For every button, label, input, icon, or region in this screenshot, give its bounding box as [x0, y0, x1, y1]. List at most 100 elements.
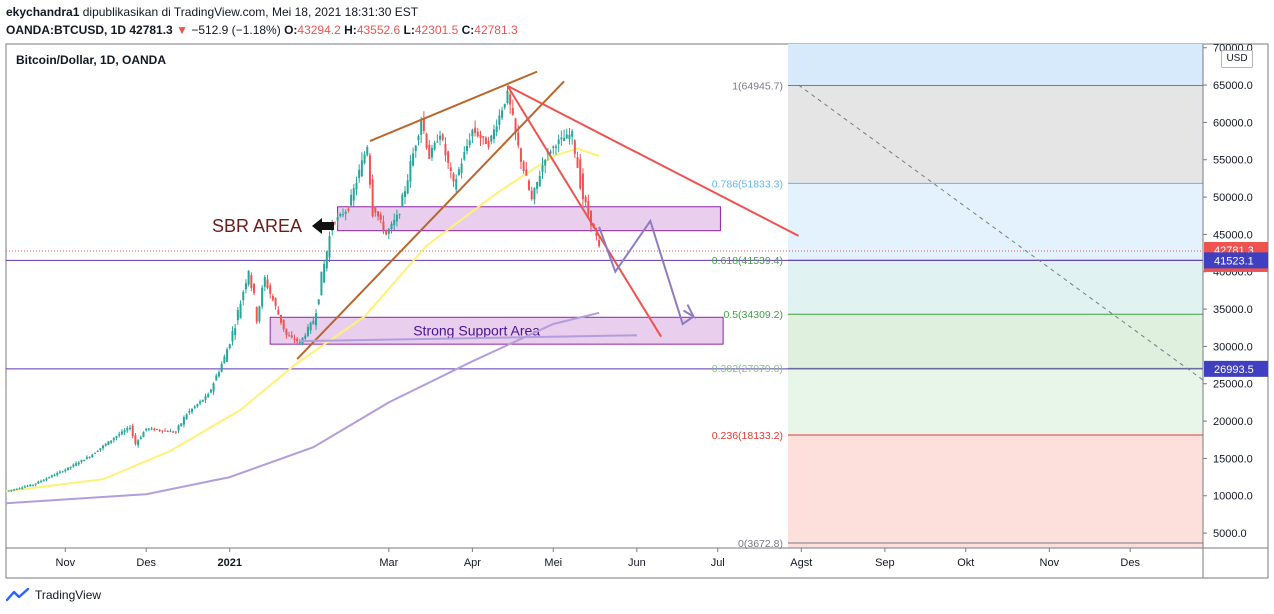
candle-body [482, 136, 485, 138]
candle-body [425, 133, 428, 149]
candle-body [56, 473, 59, 475]
candle-body [430, 147, 433, 158]
candle-body [557, 139, 560, 145]
candle-body [565, 134, 568, 139]
candle-body [579, 159, 582, 189]
candle-body [530, 190, 533, 200]
candle-body [401, 194, 404, 207]
candle-body [34, 483, 37, 485]
author[interactable]: ekychandra1 [6, 5, 80, 19]
candle-body [266, 279, 269, 288]
candle-body [290, 335, 293, 338]
candle-body [449, 167, 452, 171]
candle-body [511, 107, 514, 115]
c-value: 42781.3 [474, 23, 518, 37]
fib-fill [788, 314, 1203, 369]
time-tick-label: Sep [875, 557, 895, 569]
moving-average-line [5, 147, 600, 493]
currency-button[interactable]: USD [1221, 50, 1253, 68]
candle-body [40, 480, 43, 482]
fib-label: 0.786(51833.3) [712, 178, 783, 190]
candle-body [7, 490, 10, 492]
symbol: OANDA:BTCUSD, 1D [6, 23, 126, 37]
candle-body [466, 145, 469, 152]
candle-body [172, 431, 175, 433]
candle-body [479, 134, 482, 138]
candle-body [358, 169, 361, 179]
brand-name[interactable]: TradingView [35, 588, 102, 602]
candle-body [360, 160, 363, 177]
candle-body [77, 462, 80, 465]
candle-body [344, 211, 347, 214]
candle-body [134, 435, 137, 444]
candle-body [352, 188, 355, 201]
candle-body [215, 375, 218, 381]
chart-frame [5, 43, 1269, 579]
price-axis[interactable]: 5000.0 10000.0 15000.0 20000.0 25000.0 30000.… [1202, 43, 1253, 578]
candle-body [382, 221, 385, 231]
candle-body [514, 118, 517, 133]
fib-label: 1(64945.7) [732, 80, 783, 92]
support-zone-label: Strong Support Area [413, 323, 540, 339]
candle-body [571, 131, 574, 137]
candle-body [191, 408, 194, 412]
candle-body [325, 251, 328, 269]
candle-body [145, 428, 148, 431]
candle-body [277, 309, 280, 315]
candle-body [107, 441, 110, 445]
time-tick-label: Nov [1040, 557, 1060, 569]
candle-body [439, 135, 442, 140]
candle-body [323, 263, 326, 283]
o-label: O: [284, 23, 298, 37]
projection-path [598, 218, 695, 326]
fib-fills [788, 44, 1203, 548]
time-tick-label: Des [1120, 557, 1140, 569]
candle-body [269, 285, 272, 294]
footer: TradingView [6, 588, 101, 602]
candle-body [490, 135, 493, 142]
candle-body [457, 169, 460, 175]
candle-body [112, 438, 115, 441]
time-axis[interactable]: Nov Des 2021 Mar Apr Mei Jun Jul Agst Sep Okt Nov De… [6, 547, 1268, 569]
candle-body [228, 344, 231, 349]
candle-body [177, 425, 180, 431]
candle-body [501, 110, 504, 118]
candle-body [560, 137, 563, 140]
candle-body [444, 143, 447, 156]
candle-body [487, 140, 490, 148]
candle-body [123, 430, 126, 433]
candle-body [220, 363, 223, 372]
candle-body [88, 456, 91, 458]
candle-body [58, 471, 61, 473]
price-badge [1204, 360, 1268, 377]
price-tick-label: 5000.0 [1213, 528, 1247, 540]
candle-body [441, 134, 444, 140]
candle-body [61, 471, 64, 473]
fib-label: 0.236(18133.2) [712, 430, 783, 442]
candle-body [339, 214, 342, 217]
published-text: dipublikasikan di TradingView.com, Mei 1… [82, 5, 419, 19]
candle-body [182, 417, 185, 425]
candle-body [519, 148, 522, 162]
candle-body [404, 191, 406, 197]
candle-body [587, 201, 590, 215]
candle-body [212, 383, 215, 392]
time-tick-label: Jun [628, 557, 646, 569]
candle-body [204, 396, 207, 400]
candle-body [552, 146, 555, 149]
candle-body [293, 338, 296, 340]
candle-body [590, 210, 593, 226]
candle-body [253, 283, 256, 294]
candles [7, 86, 601, 493]
h-value: 43552.6 [356, 23, 401, 37]
candle-body [509, 94, 512, 105]
candle-body [199, 401, 202, 404]
candle-body [207, 394, 210, 398]
price-tick-label: 10000.0 [1213, 491, 1253, 503]
time-tick-label: Des [136, 557, 156, 569]
candle-body [223, 356, 226, 364]
last-price: 42781.3 [129, 23, 173, 37]
candle-body [422, 117, 425, 131]
time-tick-label: Agst [790, 557, 812, 569]
candle-body [80, 460, 83, 462]
